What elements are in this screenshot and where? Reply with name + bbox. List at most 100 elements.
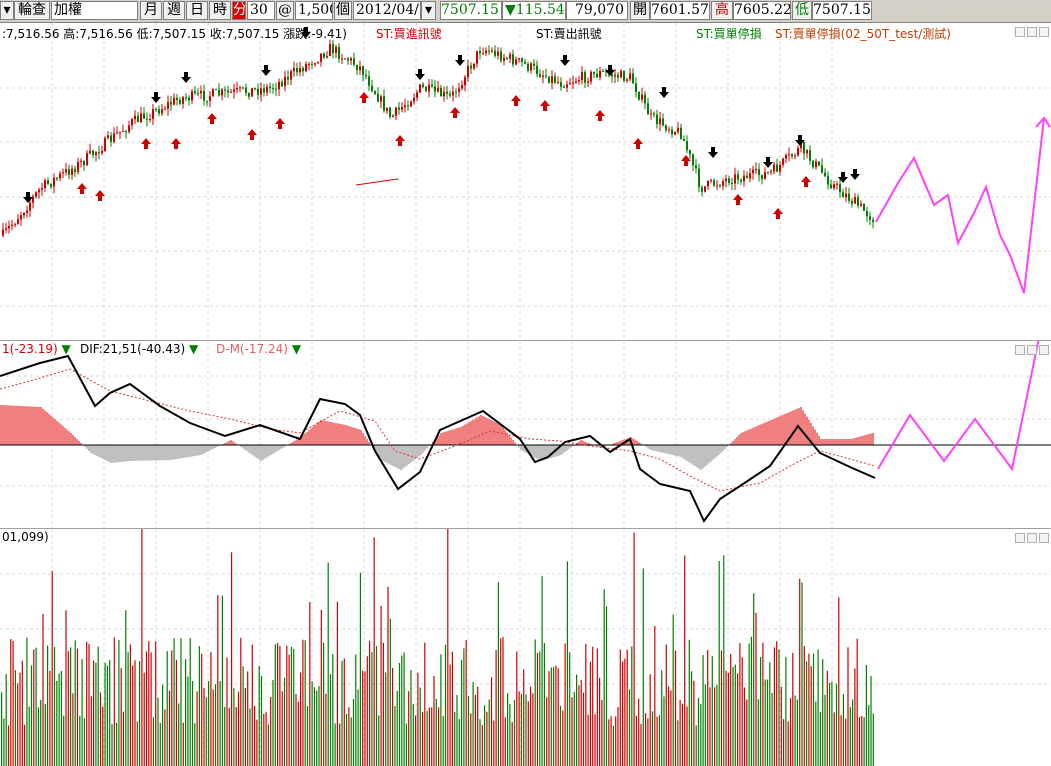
volume-bar <box>266 712 267 766</box>
minimize-icon[interactable] <box>1015 533 1025 543</box>
histogram-bar <box>58 423 60 445</box>
histogram-bar <box>740 433 742 445</box>
count-field[interactable]: 1,500 <box>295 1 333 20</box>
volume-bar <box>459 719 460 766</box>
candle-body <box>353 58 355 65</box>
period-minute-button[interactable]: 分 <box>232 1 246 20</box>
histogram-bar <box>870 434 872 445</box>
volume-bar <box>203 688 204 766</box>
histogram-bar <box>128 445 130 461</box>
volume-bar <box>583 693 584 766</box>
histogram-bar <box>862 436 864 445</box>
histogram-bar <box>110 445 112 463</box>
volume-bar <box>307 706 308 766</box>
volume-bar <box>698 698 699 766</box>
price-chart[interactable] <box>0 23 1051 340</box>
volume-bar <box>374 537 375 766</box>
candle-body <box>728 179 730 183</box>
candle-body <box>611 74 613 76</box>
period-day-button[interactable]: 日 <box>186 1 208 20</box>
histogram-bar <box>342 424 344 445</box>
maximize-icon[interactable] <box>1027 27 1037 37</box>
date-field[interactable]: 2012/04/20 <box>353 1 421 20</box>
close-icon[interactable] <box>1039 533 1049 543</box>
volume-bar <box>760 657 761 766</box>
histogram-bar <box>416 445 418 458</box>
volume-bar <box>399 663 400 766</box>
candle-body <box>737 174 739 179</box>
down-arrow-icon: ▼ <box>503 2 516 19</box>
volume-bar <box>22 661 23 766</box>
volume-bar <box>226 657 227 766</box>
histogram-bar <box>806 417 808 445</box>
low-value: 7507.15 <box>812 1 872 20</box>
histogram-bar <box>438 435 440 445</box>
volume-bar <box>404 653 405 766</box>
volume-bar <box>371 652 372 766</box>
histogram-bar <box>872 433 874 445</box>
price-panel[interactable]: :7,516.56 高:7,516.56 低:7,507.15 收:7,507.… <box>0 23 1051 340</box>
volume-bar <box>406 724 407 766</box>
close-icon[interactable] <box>1039 345 1049 355</box>
period-month-button[interactable]: 月 <box>140 1 162 20</box>
interval-field[interactable]: 30 <box>247 1 275 20</box>
volume-bar <box>447 529 448 766</box>
histogram-bar <box>704 445 706 467</box>
candle-body <box>425 87 427 91</box>
candle-body <box>227 91 229 93</box>
candle-body <box>92 151 94 155</box>
macd-panel[interactable]: 1(-23.19) ▼ DIF:21,51(-40.43) ▼ D-M(-17.… <box>0 340 1051 529</box>
candle-body <box>839 184 841 192</box>
symbol-field[interactable]: 加權 <box>51 1 138 20</box>
histogram-bar <box>686 445 688 461</box>
candle-body <box>452 92 454 96</box>
candle-body <box>278 82 280 89</box>
histogram-bar <box>678 445 680 457</box>
volume-bar <box>721 650 722 766</box>
dropdown-arrow-icon[interactable]: ▾ <box>0 1 14 20</box>
histogram-bar <box>232 441 234 445</box>
histogram-bar <box>568 445 570 449</box>
volume-bar <box>10 639 11 766</box>
candle-body <box>50 184 52 187</box>
period-week-button[interactable]: 週 <box>163 1 185 20</box>
histogram-bar <box>188 445 190 457</box>
candle-body <box>821 165 823 172</box>
candle-body <box>560 82 562 87</box>
volume-panel[interactable]: 01,099) <box>0 528 1051 766</box>
histogram-bar <box>158 445 160 460</box>
candle-body <box>638 92 640 100</box>
period-hour-button[interactable]: 時 <box>209 1 231 20</box>
histogram-bar <box>138 445 140 461</box>
candle-body <box>386 108 388 111</box>
volume-chart[interactable] <box>0 529 1051 766</box>
volume-bar <box>174 638 175 766</box>
histogram-bar <box>444 432 446 445</box>
candle-body <box>182 97 184 104</box>
volume-bar <box>49 671 50 766</box>
volume-bar <box>243 666 244 766</box>
buy-arrow-icon <box>171 138 181 149</box>
minimize-icon[interactable] <box>1015 345 1025 355</box>
date-dropdown-icon[interactable]: ▾ <box>421 1 436 20</box>
candle-body <box>530 63 532 70</box>
candle-body <box>254 88 256 89</box>
minimize-icon[interactable] <box>1015 27 1025 37</box>
candle-body <box>176 98 178 100</box>
buy-arrow-icon <box>395 135 405 146</box>
histogram-bar <box>760 424 762 445</box>
histogram-bar <box>508 435 510 445</box>
volume-bar <box>6 674 7 766</box>
volume-bar <box>93 661 94 766</box>
histogram-bar <box>156 445 158 460</box>
candle-body <box>56 178 58 179</box>
maximize-icon[interactable] <box>1027 345 1037 355</box>
maximize-icon[interactable] <box>1027 533 1037 543</box>
close-icon[interactable] <box>1039 27 1049 37</box>
histogram-bar <box>734 439 736 445</box>
wheel-query-button[interactable]: 輪查 <box>14 1 50 20</box>
volume-bar <box>535 639 536 766</box>
histogram-bar <box>204 445 206 453</box>
volume-bar <box>291 647 292 766</box>
macd-chart[interactable] <box>0 341 1051 529</box>
